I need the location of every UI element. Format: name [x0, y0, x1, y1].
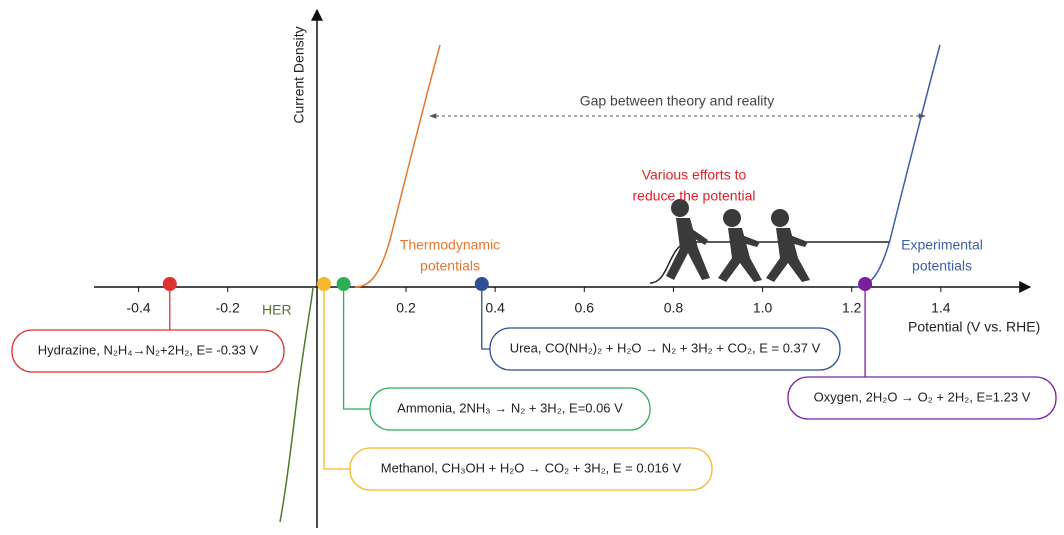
label-box: [369, 387, 651, 431]
her-curve: [279, 286, 314, 523]
thermo-curve: [354, 44, 441, 288]
thermo-label: potentials: [420, 258, 480, 274]
y-axis-label: Current Density: [291, 26, 307, 123]
reaction: Methanol, CH₃OH + H₂O → CO₂ + 3H₂, E = 0…: [316, 277, 713, 491]
reaction-label: Oxygen, 2H₂O → O₂ + 2H₂, E=1.23 V: [814, 389, 1031, 404]
x-tick-label: 1.4: [931, 300, 951, 316]
label-box: [11, 329, 285, 373]
experimental-curve: [854, 44, 941, 288]
potential-point: [336, 277, 351, 291]
x-tick-label: 0.2: [396, 300, 416, 316]
connector: [481, 287, 490, 350]
efforts-label: Various efforts to: [642, 167, 747, 183]
label-box: [349, 447, 713, 491]
potential-point: [162, 277, 177, 291]
reaction-label: Ammonia, 2NH₃ → N₂ + 3H₂, E=0.06 V: [397, 400, 623, 415]
label-box: [489, 327, 841, 371]
gap-label: Gap between theory and reality: [580, 93, 775, 109]
reaction: Hydrazine, N₂H₄→N₂+2H₂, E= -0.33 V: [11, 277, 285, 373]
reaction: Urea, CO(NH₂)₂ + H₂O → N₂ + 3H₂ + CO₂, E…: [474, 277, 841, 371]
potential-point: [316, 277, 331, 291]
potential-point: [858, 277, 873, 291]
x-axis-label: Potential (V vs. RHE): [908, 319, 1040, 335]
thermo-label: Thermodynamic: [400, 237, 500, 253]
reaction-label: Hydrazine, N₂H₄→N₂+2H₂, E= -0.33 V: [38, 342, 259, 357]
label-box: [787, 376, 1057, 420]
x-tick-label: 1.2: [842, 300, 862, 316]
her-label: HER: [262, 302, 292, 318]
x-tick-label: 0.4: [485, 300, 505, 316]
experimental-label: potentials: [912, 258, 972, 274]
x-tick-label: 0.6: [575, 300, 595, 316]
pullers: [666, 199, 810, 282]
connector: [342, 287, 370, 410]
x-tick-label: 1.0: [753, 300, 773, 316]
reaction: Ammonia, 2NH₃ → N₂ + 3H₂, E=0.06 V: [336, 277, 651, 431]
efforts-label: reduce the potential: [633, 188, 756, 204]
experimental-label: Experimental: [901, 237, 983, 253]
x-tick-label: -0.4: [127, 300, 151, 316]
potential-point: [474, 277, 489, 291]
x-tick-label: -0.2: [216, 300, 240, 316]
reaction-label: Urea, CO(NH₂)₂ + H₂O → N₂ + 3H₂ + CO₂, E…: [510, 340, 821, 355]
x-tick-label: 0.8: [664, 300, 684, 316]
reaction-label: Methanol, CH₃OH + H₂O → CO₂ + 3H₂, E = 0…: [381, 460, 682, 475]
connector: [323, 287, 350, 470]
reaction: Oxygen, 2H₂O → O₂ + 2H₂, E=1.23 V: [787, 277, 1057, 420]
